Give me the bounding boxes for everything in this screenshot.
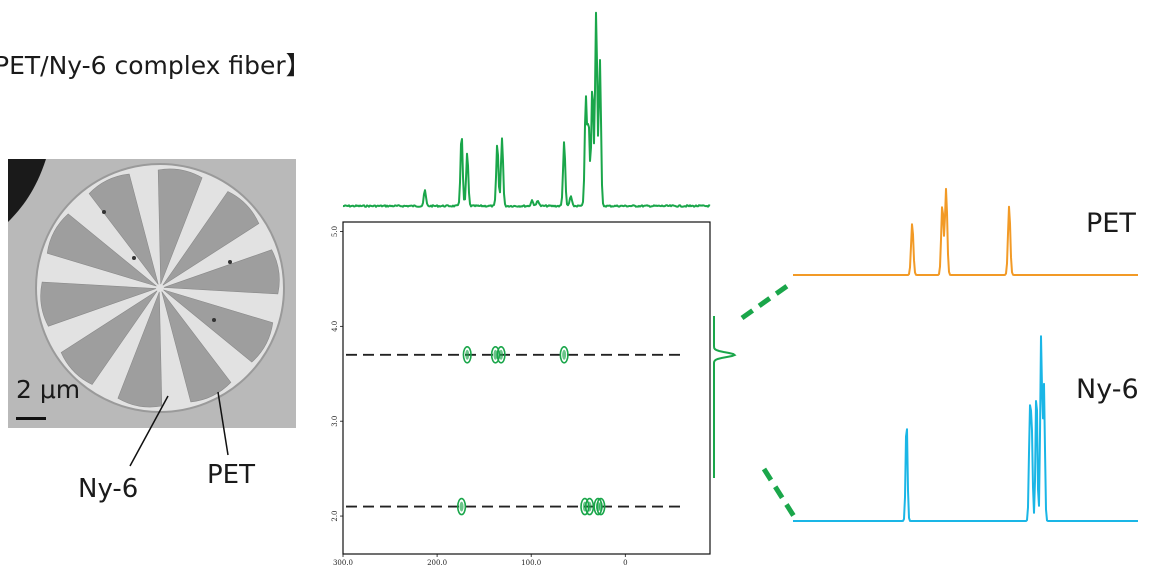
correlation-peak-core [599,502,603,512]
correlation-peak-core [460,502,464,512]
figure-heading: PET/Ny-6 complex fiber】 [0,46,311,82]
x-tick-label: 200.0 [427,559,447,565]
correlation-peak-core [588,502,592,512]
y-tick-label: 4.0 [331,321,339,332]
correlation-peak-core [499,350,503,360]
x-tick-label: 300.0 [333,559,353,565]
y-tick-label: 2.0 [331,510,339,521]
y-tick-label: 5.0 [331,226,339,237]
pet-slice-connector [742,284,790,318]
x-axis-ticks: 300.0 200.0 100.0 0 [333,554,628,565]
scale-bar-label: 2 μm [16,375,80,404]
pet-region-label: PET [207,460,255,490]
ny6-slice-connector [764,469,795,518]
y-tick-label: 3.0 [331,416,339,427]
scale-bar [16,417,46,420]
top-projection-spectrum [343,13,710,207]
correlation-peak-core [465,350,469,360]
side-projection-trace [714,316,735,478]
ny6-spectrum-trace [793,336,1138,521]
x-tick-label: 100.0 [521,559,541,565]
micrograph-speck [212,318,216,322]
correlation-peak-core [562,350,566,360]
ny6-spectrum [793,336,1138,521]
slice-connector-lines [742,284,795,518]
side-projection-spectrum [714,316,735,478]
micrograph-speck [228,260,232,264]
y-axis-ticks: 2.0 3.0 4.0 5.0 [331,226,343,522]
top-projection-trace [343,13,710,207]
micrograph-speck [102,210,106,214]
correlation-peaks [458,347,605,515]
ny6-spectrum-label: Ny-6 [1076,374,1139,405]
pet-spectrum-label: PET [1086,208,1136,239]
ny6-region-label: Ny-6 [78,474,138,504]
cross-section-lines [346,355,680,507]
micrograph-speck [132,256,136,260]
correlation-map-frame [343,222,710,554]
x-tick-label: 0 [623,559,627,565]
